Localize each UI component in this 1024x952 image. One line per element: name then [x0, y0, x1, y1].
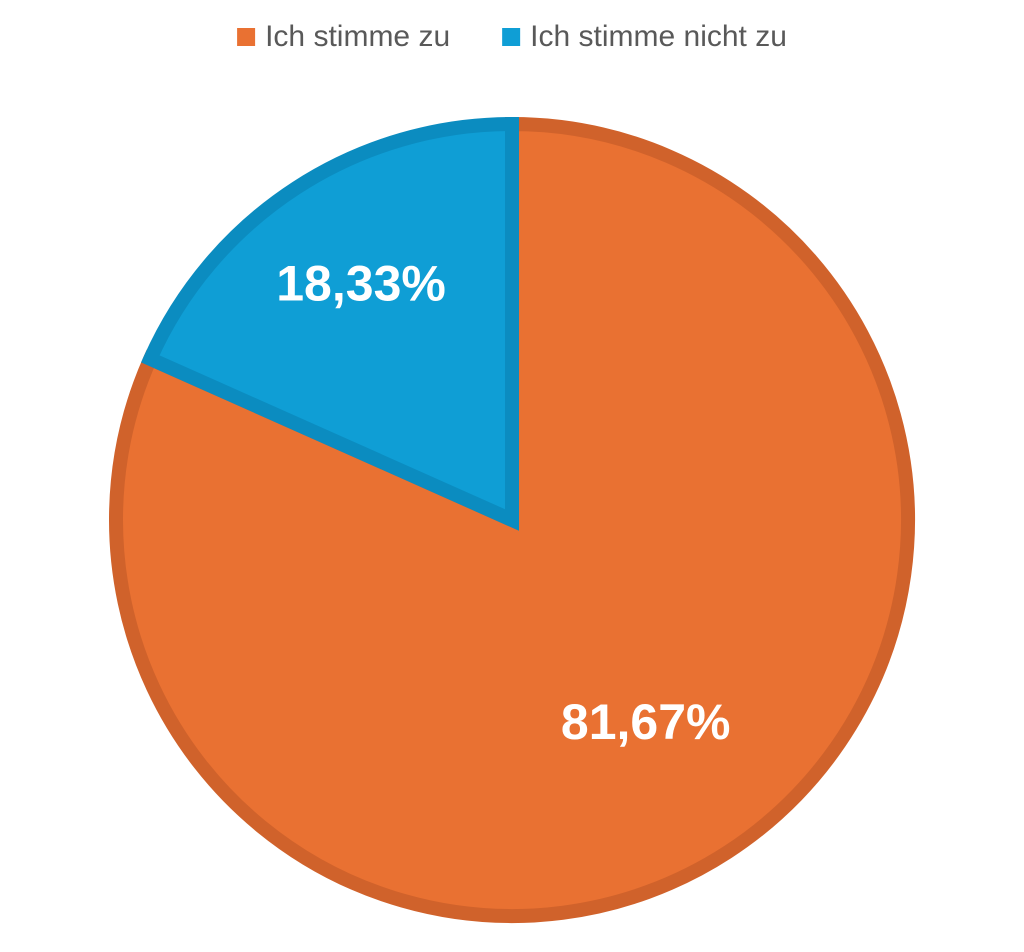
legend-swatch [502, 28, 521, 46]
legend-swatch [237, 28, 256, 46]
legend-label: Ich stimme zu [265, 20, 450, 53]
pie-slice [109, 116, 915, 923]
legend-label: Ich stimme nicht zu [530, 20, 787, 53]
legend: Ich stimme zu Ich stimme nicht zu [237, 20, 787, 53]
slice-label: 18,33% [276, 256, 446, 312]
slice-label: 81,67% [561, 694, 731, 750]
pie-slice [141, 116, 519, 531]
